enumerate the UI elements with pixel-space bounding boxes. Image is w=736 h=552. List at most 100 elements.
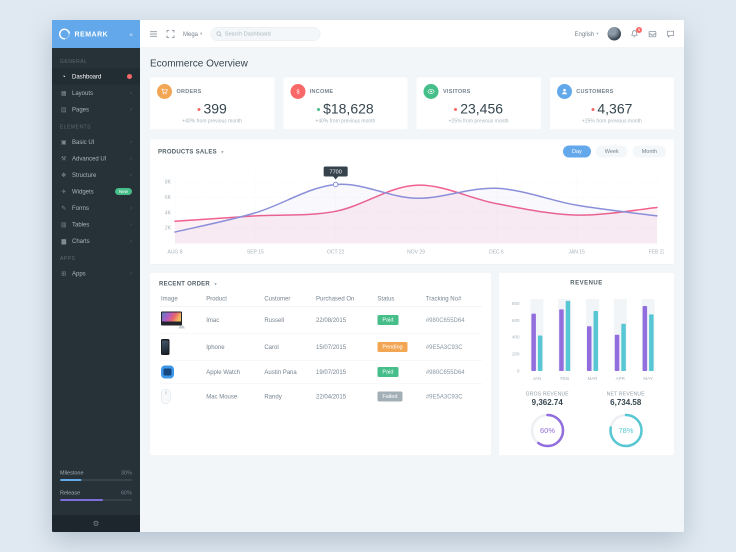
- products-sales-line-chart[interactable]: 2K 4K 6K 8K 7700 AUG 8 SEP 15 OCT 22 NOV 29 DEC 6…: [158, 158, 666, 258]
- range-pill-month[interactable]: Month: [632, 145, 666, 158]
- structure-icon: ❖: [61, 171, 67, 179]
- sidebar-item-apps[interactable]: ⊞ Apps ›: [52, 265, 140, 282]
- order-row-imac[interactable]: Imac Russell 22/08/2015 Paid #980C655D64: [159, 306, 482, 334]
- sidebar-item-tables[interactable]: ▥ Tables ›: [52, 216, 140, 233]
- bottom-row: RECENT ORDER ▾ Image Product Customer Purch…: [150, 273, 674, 456]
- messages-button[interactable]: [666, 29, 675, 38]
- range-pill-week[interactable]: Week: [595, 145, 628, 158]
- chevron-down-icon: ▾: [221, 149, 224, 155]
- sidebar: REMARK « GENERAL ◔ Dashboard ▦ Layouts › ▤ Page…: [52, 20, 140, 532]
- progress-value: 30%: [120, 470, 132, 476]
- chevron-down-icon: ▾: [596, 31, 599, 36]
- sidebar-item-label: Basic UI: [72, 138, 95, 146]
- product-image-imac: [161, 311, 202, 329]
- svg-text:800: 800: [512, 301, 520, 306]
- sidebar-item-forms[interactable]: ✎ Forms ›: [52, 200, 140, 217]
- stat-card-visitors: VISITORS 23,456 +25% from previous month: [416, 77, 541, 130]
- chevron-right-icon: ›: [130, 270, 132, 277]
- order-row-iphone[interactable]: Iphone Carol 15/07/2015 Pending #9E5A3C93C: [159, 333, 482, 361]
- stat-card-income: $ INCOME $18,628 +40% from previous month: [283, 77, 408, 130]
- order-row-mac-mouse[interactable]: Mac Mouse Randy 22/04/2015 Failed #9E5A3C93C: [159, 384, 482, 409]
- inbox-button[interactable]: [648, 29, 657, 38]
- mega-menu-dropdown[interactable]: Mega ▾: [183, 30, 202, 37]
- sidebar-progress: Milestone 30% Release 60%: [52, 458, 140, 515]
- status-badge: Paid: [377, 367, 399, 377]
- sidebar-item-structure[interactable]: ❖ Structure ›: [52, 167, 140, 184]
- sidebar-item-label: Tables: [72, 220, 90, 228]
- revenue-stats: GROS REVENUE 9,362.74 NET REVENUE 6,734.…: [508, 392, 665, 408]
- stat-label: VISITORS: [443, 88, 471, 95]
- sidebar-nav: GENERAL ◔ Dashboard ▦ Layouts › ▤ Pages › Element…: [52, 48, 140, 458]
- svg-text:7700: 7700: [330, 169, 342, 175]
- svg-text:600: 600: [512, 318, 520, 323]
- stat-value: 4,367: [557, 101, 667, 117]
- products-sales-title-dropdown[interactable]: PRODUCTS SALES ▾: [158, 148, 224, 155]
- progress-milestone: Milestone 30%: [60, 470, 132, 476]
- imac-stand: [178, 325, 186, 329]
- column-header-tracking-no-: Tracking No#: [423, 291, 482, 307]
- svg-text:8K: 8K: [165, 180, 172, 186]
- charts-icon: ▆: [61, 237, 67, 245]
- column-header-purchased-on: Purchased On: [314, 291, 376, 307]
- sidebar-item-layouts[interactable]: ▦ Layouts ›: [52, 85, 140, 102]
- language-label: English: [574, 30, 595, 38]
- sidebar-item-widgets[interactable]: ✈ Widgets New: [52, 183, 140, 200]
- topbar-right: English ▾ 5: [575, 26, 675, 41]
- notifications-button[interactable]: 5: [630, 26, 642, 38]
- menu-toggle-icon[interactable]: [149, 29, 158, 38]
- stat-card-header: $ INCOME: [290, 84, 400, 99]
- tracking-number: #980C655D64: [423, 360, 482, 384]
- recent-orders-title: RECENT ORDER: [159, 280, 211, 287]
- sidebar-item-pages[interactable]: ▤ Pages ›: [52, 101, 140, 118]
- pages-icon: ▤: [60, 105, 67, 113]
- chevron-right-icon: ›: [130, 204, 132, 211]
- net-revenue-value: 6,734.58: [610, 398, 642, 408]
- recent-orders-table: Image Product Customer Purchased On Status Tr…: [159, 291, 482, 409]
- stat-card-header: VISITORS: [423, 84, 534, 99]
- progress-fill: [60, 499, 104, 501]
- sidebar-item-label: Forms: [72, 204, 89, 212]
- trend-dot: [591, 108, 595, 111]
- sidebar-item-label: Advanced UI: [72, 154, 107, 162]
- purchase-date: 15/07/2015: [314, 333, 376, 361]
- basic-ui-icon: ▣: [60, 138, 67, 146]
- stat-number: $18,628: [323, 101, 374, 117]
- search-input[interactable]: [224, 30, 315, 37]
- sidebar-item-advanced-ui[interactable]: ⚒ Advanced UI ›: [52, 150, 140, 167]
- chevron-right-icon: ›: [130, 171, 132, 178]
- range-pill-day[interactable]: Day: [562, 145, 591, 158]
- sidebar-collapse-icon[interactable]: «: [129, 30, 133, 38]
- customer-name: Russell: [262, 306, 315, 334]
- progress-label: Milestone: [60, 470, 84, 476]
- sidebar-item-basic-ui[interactable]: ▣ Basic UI ›: [52, 134, 140, 151]
- progress-track: [60, 479, 132, 481]
- svg-text:6K: 6K: [165, 195, 172, 201]
- stat-number: 399: [203, 101, 227, 117]
- user-avatar[interactable]: [607, 27, 621, 41]
- forms-icon: ✎: [61, 204, 67, 212]
- tracking-number: #9E5A3C93C: [425, 393, 463, 400]
- fullscreen-icon[interactable]: [166, 29, 175, 38]
- sidebar-item-charts[interactable]: ▆ Charts ›: [52, 233, 140, 250]
- sidebar-section-title: Elements: [60, 124, 91, 131]
- chevron-right-icon: ›: [130, 89, 132, 96]
- recent-orders-title-dropdown[interactable]: RECENT ORDER ▾: [159, 280, 217, 287]
- top-navbar: Mega ▾ English ▾ 5: [140, 20, 684, 48]
- svg-text:$: $: [296, 90, 299, 96]
- status-badge: Failed: [377, 391, 403, 402]
- settings-gear-icon[interactable]: ⚙: [92, 519, 100, 529]
- sidebar-item-dashboard[interactable]: ◔ Dashboard: [52, 68, 140, 85]
- page-content: Ecommerce Overview ORDERS 399 +40% from pr…: [140, 48, 684, 532]
- net-revenue-label: NET REVENUE: [606, 391, 645, 398]
- apps-icon: ⊞: [61, 269, 67, 277]
- products-sales-title: PRODUCTS SALES: [158, 148, 217, 155]
- main-area: Mega ▾ English ▾ 5: [140, 20, 684, 532]
- notification-count-badge: 5: [636, 26, 642, 33]
- language-dropdown[interactable]: English ▾: [575, 30, 599, 37]
- order-row-apple-watch[interactable]: Apple Watch Austin Pana 19/07/2015 Paid #980…: [159, 360, 482, 384]
- brand-logo-icon: [56, 26, 73, 42]
- stat-number: 23,456: [460, 101, 504, 117]
- stat-card-header: CUSTOMERS: [556, 84, 667, 99]
- svg-text:FEB 22: FEB 22: [649, 250, 664, 256]
